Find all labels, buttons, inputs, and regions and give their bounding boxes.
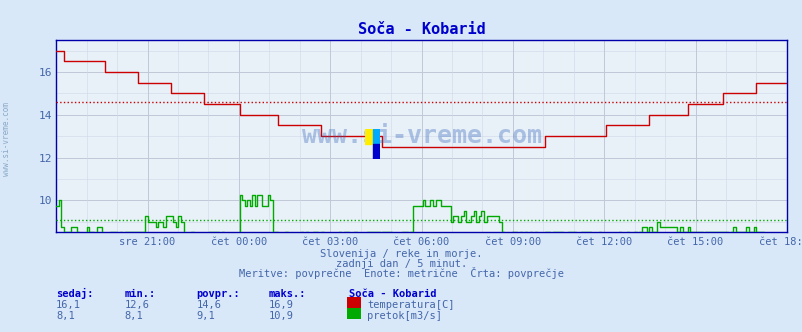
Text: Soča - Kobarid: Soča - Kobarid — [349, 289, 436, 299]
Title: Soča - Kobarid: Soča - Kobarid — [357, 22, 485, 37]
Text: min.:: min.: — [124, 289, 156, 299]
Text: 16,9: 16,9 — [269, 300, 294, 310]
Text: 12,6: 12,6 — [124, 300, 149, 310]
Text: pretok[m3/s]: pretok[m3/s] — [367, 311, 441, 321]
Text: povpr.:: povpr.: — [196, 289, 240, 299]
Text: 10,9: 10,9 — [269, 311, 294, 321]
Text: Slovenija / reke in morje.: Slovenija / reke in morje. — [320, 249, 482, 259]
Text: 8,1: 8,1 — [124, 311, 143, 321]
Text: 9,1: 9,1 — [196, 311, 215, 321]
Text: sedaj:: sedaj: — [56, 288, 94, 299]
Text: zadnji dan / 5 minut.: zadnji dan / 5 minut. — [335, 259, 467, 269]
Bar — [372, 129, 379, 144]
Text: temperatura[C]: temperatura[C] — [367, 300, 454, 310]
Text: maks.:: maks.: — [269, 289, 306, 299]
Text: Meritve: povprečne  Enote: metrične  Črta: povprečje: Meritve: povprečne Enote: metrične Črta:… — [239, 267, 563, 279]
Text: 14,6: 14,6 — [196, 300, 221, 310]
Text: 8,1: 8,1 — [56, 311, 75, 321]
Text: www.si-vreme.com: www.si-vreme.com — [2, 103, 11, 176]
Bar — [372, 144, 379, 159]
Bar — [365, 129, 372, 144]
Text: 16,1: 16,1 — [56, 300, 81, 310]
Text: www.si-vreme.com: www.si-vreme.com — [302, 124, 541, 148]
